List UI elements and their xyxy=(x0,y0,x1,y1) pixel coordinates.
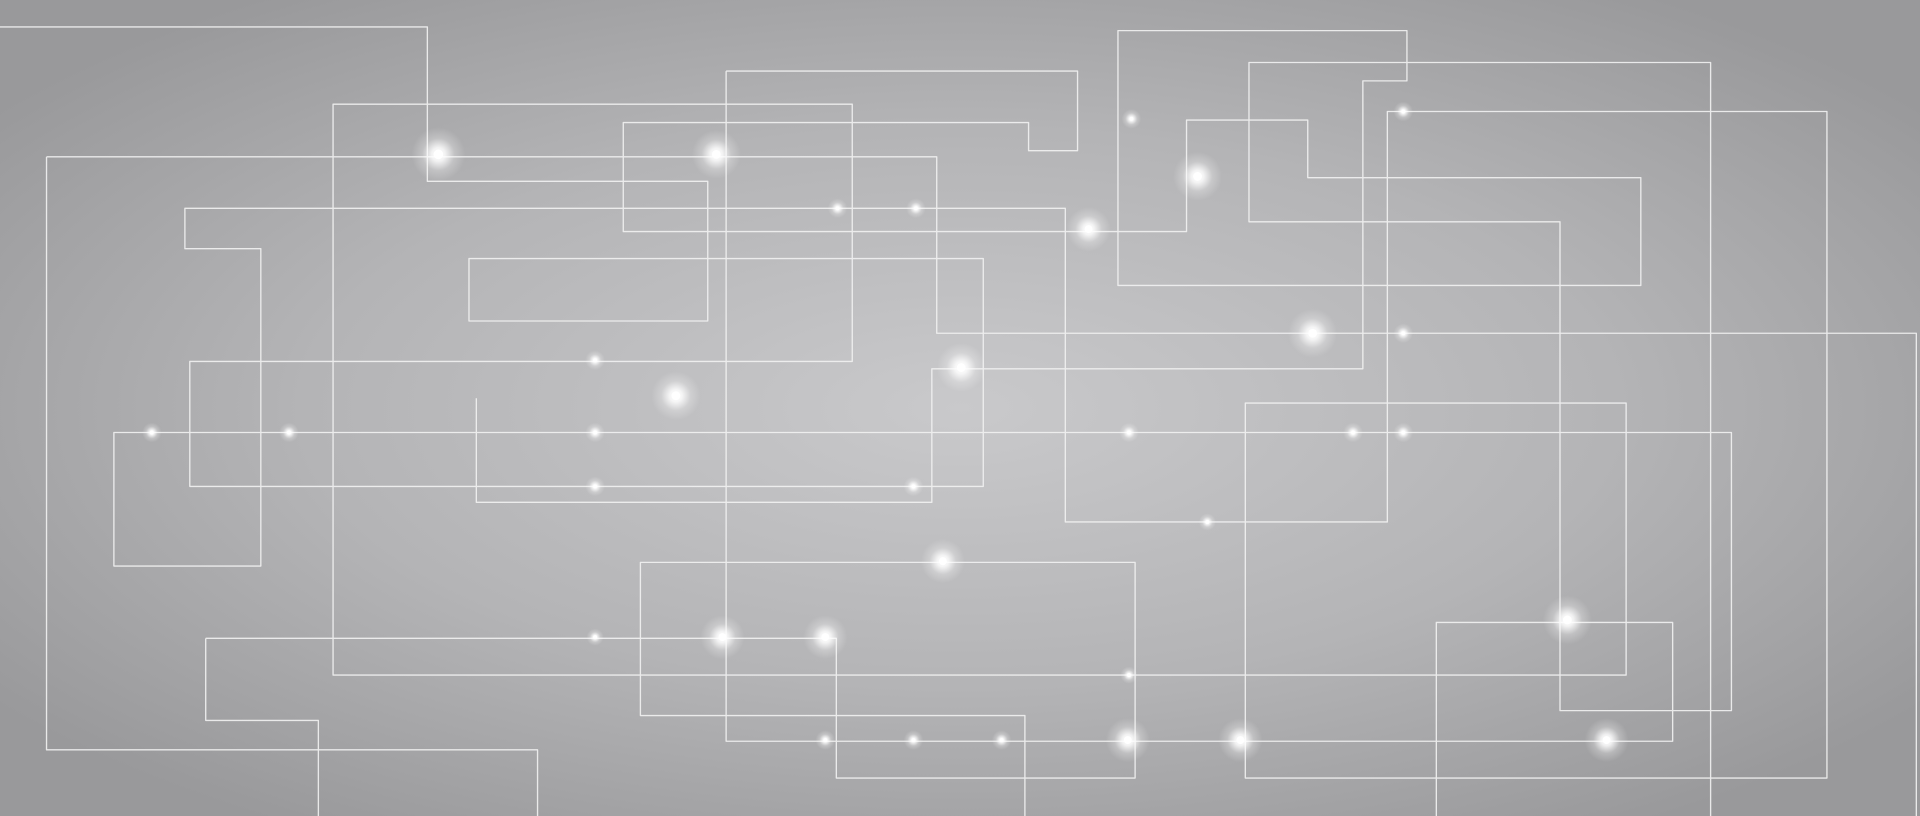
glow-core-6 xyxy=(1193,172,1202,181)
glow-core-5 xyxy=(1084,225,1093,234)
glow-core-32 xyxy=(823,738,828,742)
glow-core-19 xyxy=(1401,331,1406,336)
circuit-lines xyxy=(0,26,1918,816)
glow-core-29 xyxy=(1205,519,1210,524)
circuit-trace-7 xyxy=(205,638,320,816)
glow-core-17 xyxy=(913,206,918,211)
circuit-trace-6 xyxy=(205,561,1136,816)
glow-core-18 xyxy=(1401,109,1406,114)
glow-core-1 xyxy=(433,149,444,160)
glow-core-21 xyxy=(149,430,154,435)
circuit-trace-3 xyxy=(45,156,539,816)
glow-core-2 xyxy=(711,149,721,159)
glow-core-9 xyxy=(718,633,727,642)
glow-core-8 xyxy=(938,557,947,566)
glow-core-34 xyxy=(999,738,1004,742)
glow-core-33 xyxy=(911,738,916,742)
glow-core-23 xyxy=(593,430,598,435)
glow-core-26 xyxy=(1127,430,1131,435)
glow-core-31 xyxy=(1127,673,1131,678)
glow-core-28 xyxy=(1401,430,1406,435)
glow-core-10 xyxy=(821,633,830,642)
glow-core-22 xyxy=(287,430,291,435)
glow-core-15 xyxy=(1129,116,1134,121)
glow-core-24 xyxy=(593,484,598,489)
glow-core-3 xyxy=(671,391,681,401)
glow-core-14 xyxy=(1602,736,1611,745)
glow-core-13 xyxy=(1562,615,1572,625)
glow-core-12 xyxy=(1236,736,1245,745)
glow-core-20 xyxy=(593,358,598,363)
glow-core-4 xyxy=(956,363,966,372)
glow-core-30 xyxy=(593,635,598,640)
circuit-trace-1 xyxy=(0,26,1828,816)
circuit-trace-4 xyxy=(475,29,1642,504)
glow-core-16 xyxy=(835,206,840,211)
glow-core-27 xyxy=(1351,430,1356,435)
glow-core-25 xyxy=(911,484,916,489)
circuit-trace-2 xyxy=(46,156,1918,816)
glow-core-11 xyxy=(1123,736,1132,745)
glow-core-7 xyxy=(1308,328,1318,338)
glow-nodes xyxy=(142,101,1629,763)
